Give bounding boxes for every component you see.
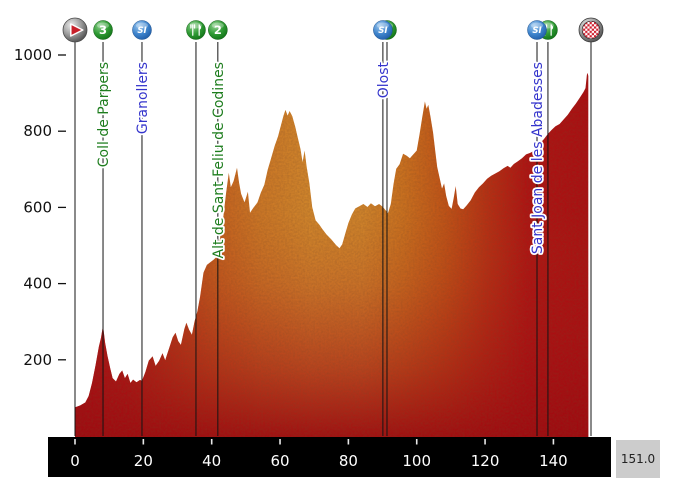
y-tick-label: 200 [23,351,52,369]
x-tick-label: 120 [471,452,500,470]
route-markers: Coll de Parpers 3 Granollers SI Alt de Sant … [62,17,604,436]
x-axis-ticks: 0 20 40 60 80 100 120 140 [70,439,568,470]
y-tick-label: 600 [23,198,52,216]
x-axis-bar [48,437,611,477]
marker-label-alt-de-sant-feliu-de-codines: Alt de Sant Feliu de Codines [211,62,227,259]
sprint-icon-label: SI [137,26,146,36]
x-tick-label: 100 [402,452,431,470]
start-icon [62,17,88,43]
sprint-icon-label: SI [378,26,387,36]
feed-icon [186,20,206,40]
cat3-icon-label: 3 [99,23,107,37]
total-distance-box-bg [616,440,660,478]
cat3-icon: 3 [93,20,113,40]
y-axis: 200 400 600 800 1000 [14,46,66,369]
x-tick-label: 40 [202,452,221,470]
marker-label-coll-de-parpers: Coll de Parpers [96,62,112,167]
y-tick-label: 800 [23,122,52,140]
x-tick-label: 20 [134,452,153,470]
x-tick-label: 140 [539,452,568,470]
x-tick-label: 0 [70,452,80,470]
marker-label-granollers: Granollers [135,62,151,134]
marker-label-sant-joan-de-les-abadesses: Sant Joan de les Abadesses [530,62,546,254]
x-tick-label: 80 [339,452,358,470]
x-tick-label: 60 [270,452,289,470]
marker-label-olost: Olost [376,61,392,98]
y-tick-label: 1000 [14,46,52,64]
sprint-icon: SI [132,20,152,40]
sprint-icon-label: SI [532,26,541,36]
total-distance-box: 151.0 [616,440,660,478]
profile-texture [75,72,589,438]
cat2-icon-label: 2 [214,23,222,37]
elevation-profile-area [75,72,589,438]
total-distance-value: 151.0 [621,452,655,466]
y-tick-label: 400 [23,275,52,293]
sprint-icon: SI [527,20,547,40]
finish-icon [578,17,604,43]
cat2-icon: 2 [208,20,228,40]
sprint-icon: SI [373,20,393,40]
